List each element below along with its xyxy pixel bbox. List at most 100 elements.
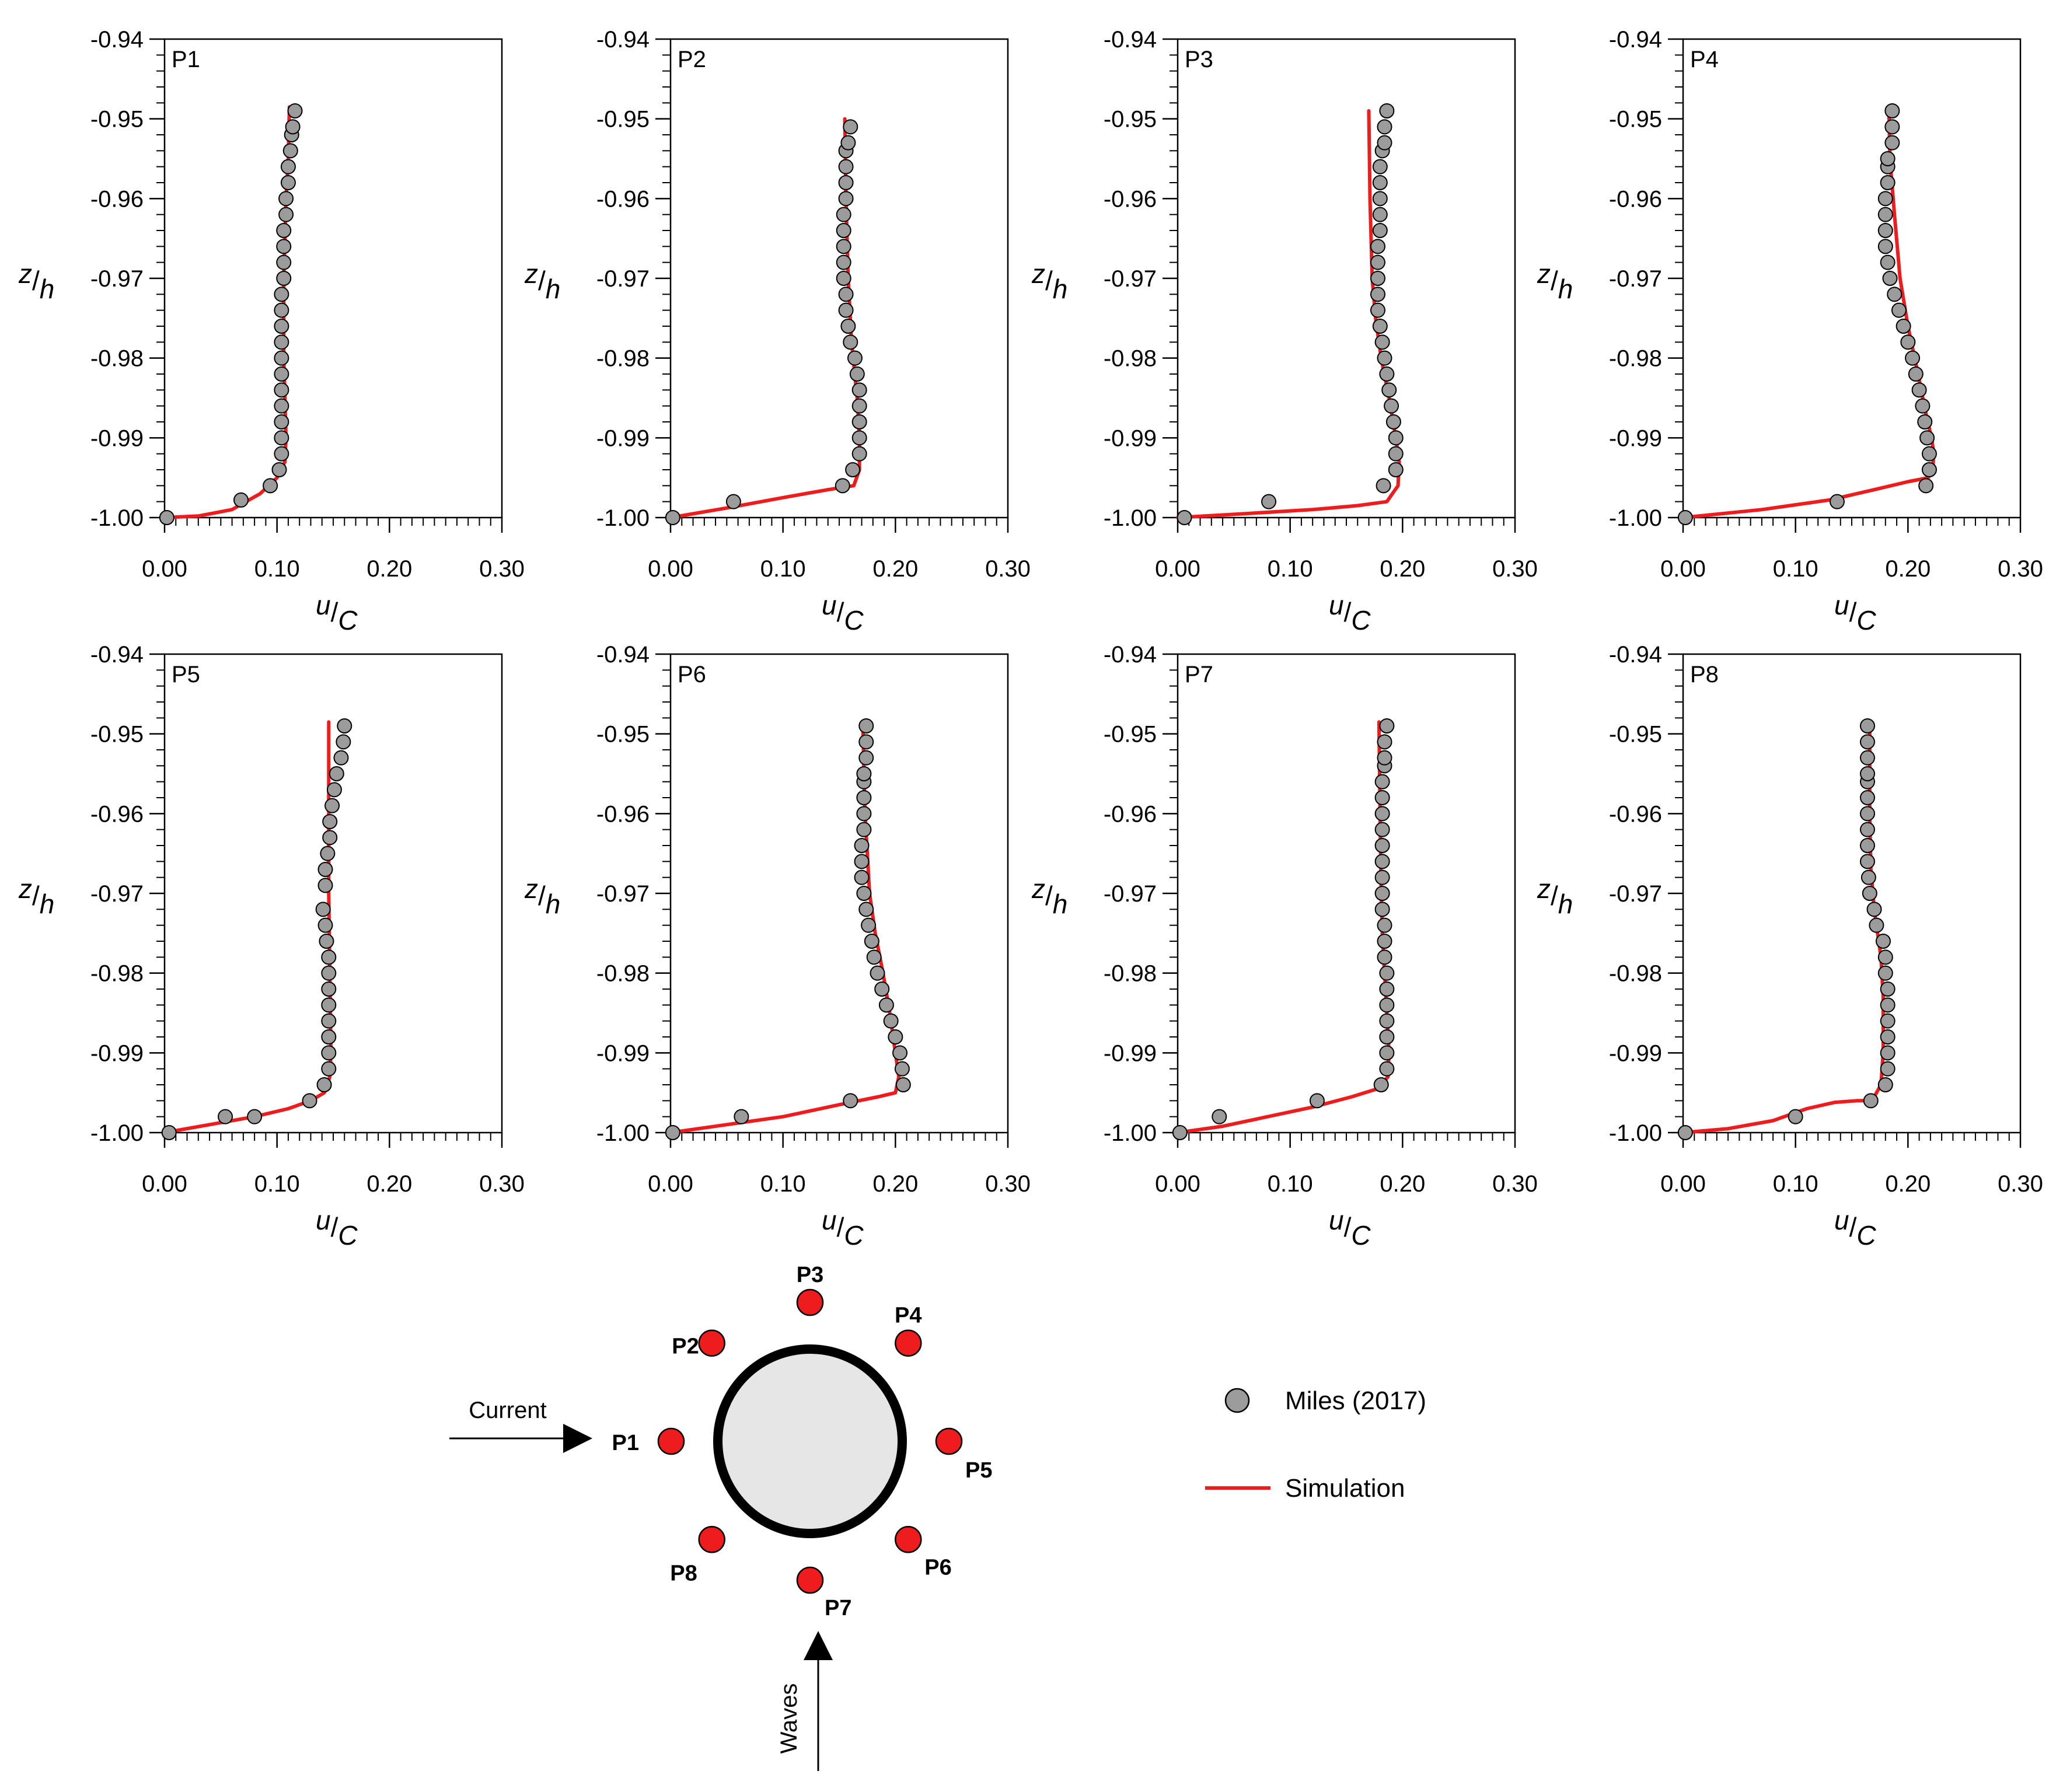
y-axis-label: z/h xyxy=(1031,259,1067,304)
measured-point xyxy=(878,997,894,1013)
x-tick-label: 0.20 xyxy=(872,556,918,582)
measured-point xyxy=(337,718,352,733)
y-axis-label: z/h xyxy=(18,259,54,304)
measured-point xyxy=(1880,151,1896,166)
y-tick-label: -0.97 xyxy=(1104,266,1157,292)
measured-point xyxy=(874,981,890,997)
measured-point xyxy=(274,414,289,429)
measured-point xyxy=(1917,414,1933,429)
measured-point xyxy=(856,790,872,805)
x-tick-label: 0.30 xyxy=(479,1171,525,1197)
measured-point xyxy=(856,766,872,781)
legend-measured-marker xyxy=(1224,1388,1250,1413)
measured-point xyxy=(321,1045,337,1061)
x-tick-label: 0.20 xyxy=(1380,556,1425,582)
measured-point xyxy=(1877,207,1893,222)
measured-point xyxy=(843,1093,858,1109)
x-tick-label: 0.30 xyxy=(1998,556,2043,582)
y-tick-label: -0.97 xyxy=(1104,881,1157,907)
measured-point xyxy=(1377,934,1392,949)
y-tick-label: -0.98 xyxy=(90,961,144,987)
y-tick-label: -0.97 xyxy=(596,266,650,292)
measured-point xyxy=(321,981,337,997)
measured-point xyxy=(843,119,858,135)
measured-point xyxy=(1177,510,1192,525)
measured-point xyxy=(1880,254,1896,270)
measured-point xyxy=(1788,1109,1803,1124)
measured-point xyxy=(1370,239,1385,254)
x-axis-label: u/C xyxy=(316,590,358,635)
panel-p1: -0.94 -0.95 -0.96 -0.97 -0.98 -0.99 -1.00 0.00 0… xyxy=(18,27,525,635)
probe-p4-marker xyxy=(895,1329,922,1357)
probe-p1-label: P1 xyxy=(612,1431,639,1455)
measured-point xyxy=(1374,822,1390,837)
x-tick-label: 0.20 xyxy=(1885,1171,1931,1197)
measured-point xyxy=(1859,854,1875,869)
probe-p3-label: P3 xyxy=(797,1263,823,1287)
y-tick-label: -0.99 xyxy=(596,425,650,451)
y-tick-label: -0.99 xyxy=(90,425,144,451)
x-tick-label: 0.00 xyxy=(142,1171,187,1197)
measured-point xyxy=(1869,917,1884,933)
panels-group: -0.94 -0.95 -0.96 -0.97 -0.98 -0.99 -1.00 0.00 0… xyxy=(18,27,2043,1250)
y-tick-label: -0.97 xyxy=(596,881,650,907)
x-tick-label: 0.10 xyxy=(254,556,300,582)
y-axis-label: z/h xyxy=(1031,874,1067,919)
x-tick-label: 0.20 xyxy=(366,556,412,582)
probe-p2-label: P2 xyxy=(672,1335,699,1359)
measured-point xyxy=(271,462,287,477)
measured-point xyxy=(858,734,874,750)
measured-point xyxy=(895,1077,911,1092)
x-axis-label: u/C xyxy=(822,1205,864,1250)
measured-point xyxy=(276,223,292,238)
y-axis-label: z/h xyxy=(524,259,560,304)
measured-point xyxy=(1172,1125,1188,1140)
measured-point xyxy=(1887,287,1903,302)
measured-point xyxy=(1919,430,1935,446)
simulation-line xyxy=(1681,105,1936,519)
probe-p1-marker xyxy=(657,1427,685,1455)
measured-point xyxy=(1677,510,1693,525)
y-tick-label: -0.94 xyxy=(90,642,144,668)
measured-point xyxy=(851,414,867,429)
legend-simulation-label: Simulation xyxy=(1285,1474,1405,1503)
probe-p2-marker xyxy=(698,1329,725,1357)
y-tick-label: -0.99 xyxy=(90,1040,144,1066)
measured-point xyxy=(1677,1125,1693,1140)
simulation-line xyxy=(669,117,861,519)
measured-point xyxy=(1374,774,1390,790)
x-axis-label: u/C xyxy=(1834,1205,1876,1250)
measured-point xyxy=(322,814,338,829)
panel-p7: -0.94 -0.95 -0.96 -0.97 -0.98 -0.99 -1.00 0.00 0… xyxy=(1031,642,1538,1250)
probe-p4-label: P4 xyxy=(895,1304,921,1328)
measured-point xyxy=(1374,334,1390,350)
measured-point xyxy=(161,1125,177,1140)
x-axis-label: u/C xyxy=(1834,590,1876,635)
measured-point xyxy=(1372,207,1388,222)
measured-point xyxy=(1370,271,1385,286)
y-tick-label: -0.95 xyxy=(596,722,650,747)
measured-point xyxy=(1374,854,1390,869)
y-tick-label: -0.99 xyxy=(596,1040,650,1066)
panel-p8: -0.94 -0.95 -0.96 -0.97 -0.98 -0.99 -1.00 0.00 0… xyxy=(1537,642,2043,1250)
measured-point xyxy=(1377,949,1392,965)
measured-point xyxy=(159,510,174,525)
measured-point xyxy=(280,159,296,174)
probe-p8-label: P8 xyxy=(670,1561,697,1585)
y-tick-label: -0.95 xyxy=(1609,107,1662,132)
simulation-line xyxy=(1681,720,1885,1134)
measured-point xyxy=(1379,1029,1395,1045)
probe-p7-label: P7 xyxy=(825,1596,851,1620)
measured-point xyxy=(276,239,292,254)
measured-point xyxy=(1379,1045,1395,1061)
measured-point xyxy=(1880,981,1896,997)
simulation-line xyxy=(1176,109,1401,519)
probe-p6-label: P6 xyxy=(924,1555,951,1580)
measured-point xyxy=(274,398,289,414)
x-axis-label: u/C xyxy=(1329,1205,1371,1250)
plot-frame xyxy=(163,653,503,1134)
measured-point xyxy=(1884,103,1900,118)
x-axis-label: u/C xyxy=(1329,590,1371,635)
panel-label: P2 xyxy=(678,47,706,72)
measured-point xyxy=(1891,302,1907,318)
